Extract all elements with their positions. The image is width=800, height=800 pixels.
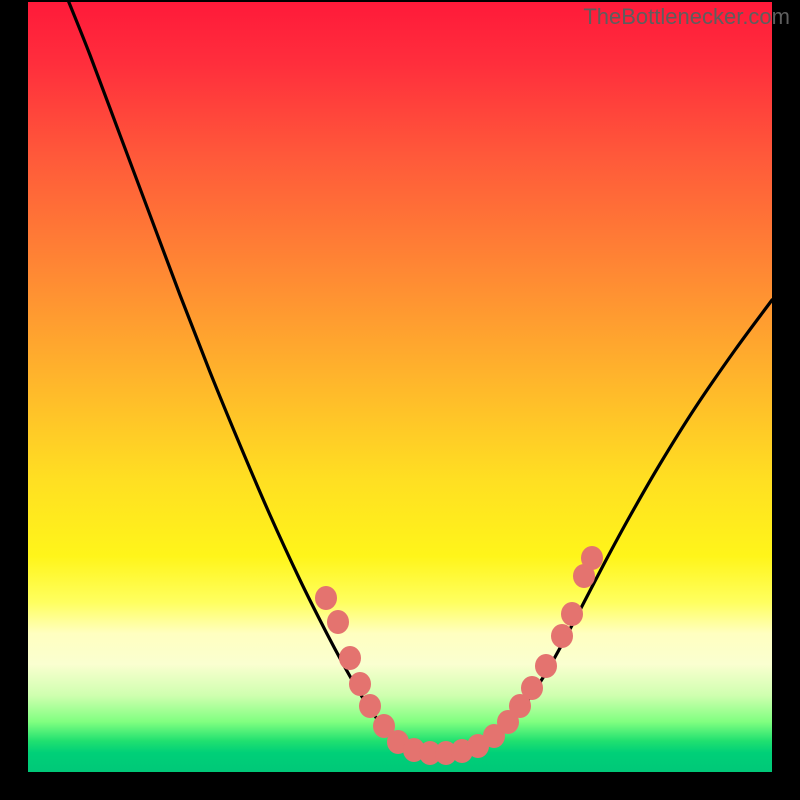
- frame-border-left: [0, 0, 28, 800]
- frame-border-right: [772, 0, 800, 800]
- watermark-text: TheBottlenecker.com: [583, 4, 790, 30]
- frame-border-top: [0, 0, 800, 2]
- heat-gradient-background: [28, 2, 772, 772]
- chart-container: TheBottlenecker.com: [0, 0, 800, 800]
- frame-border-bottom: [0, 772, 800, 800]
